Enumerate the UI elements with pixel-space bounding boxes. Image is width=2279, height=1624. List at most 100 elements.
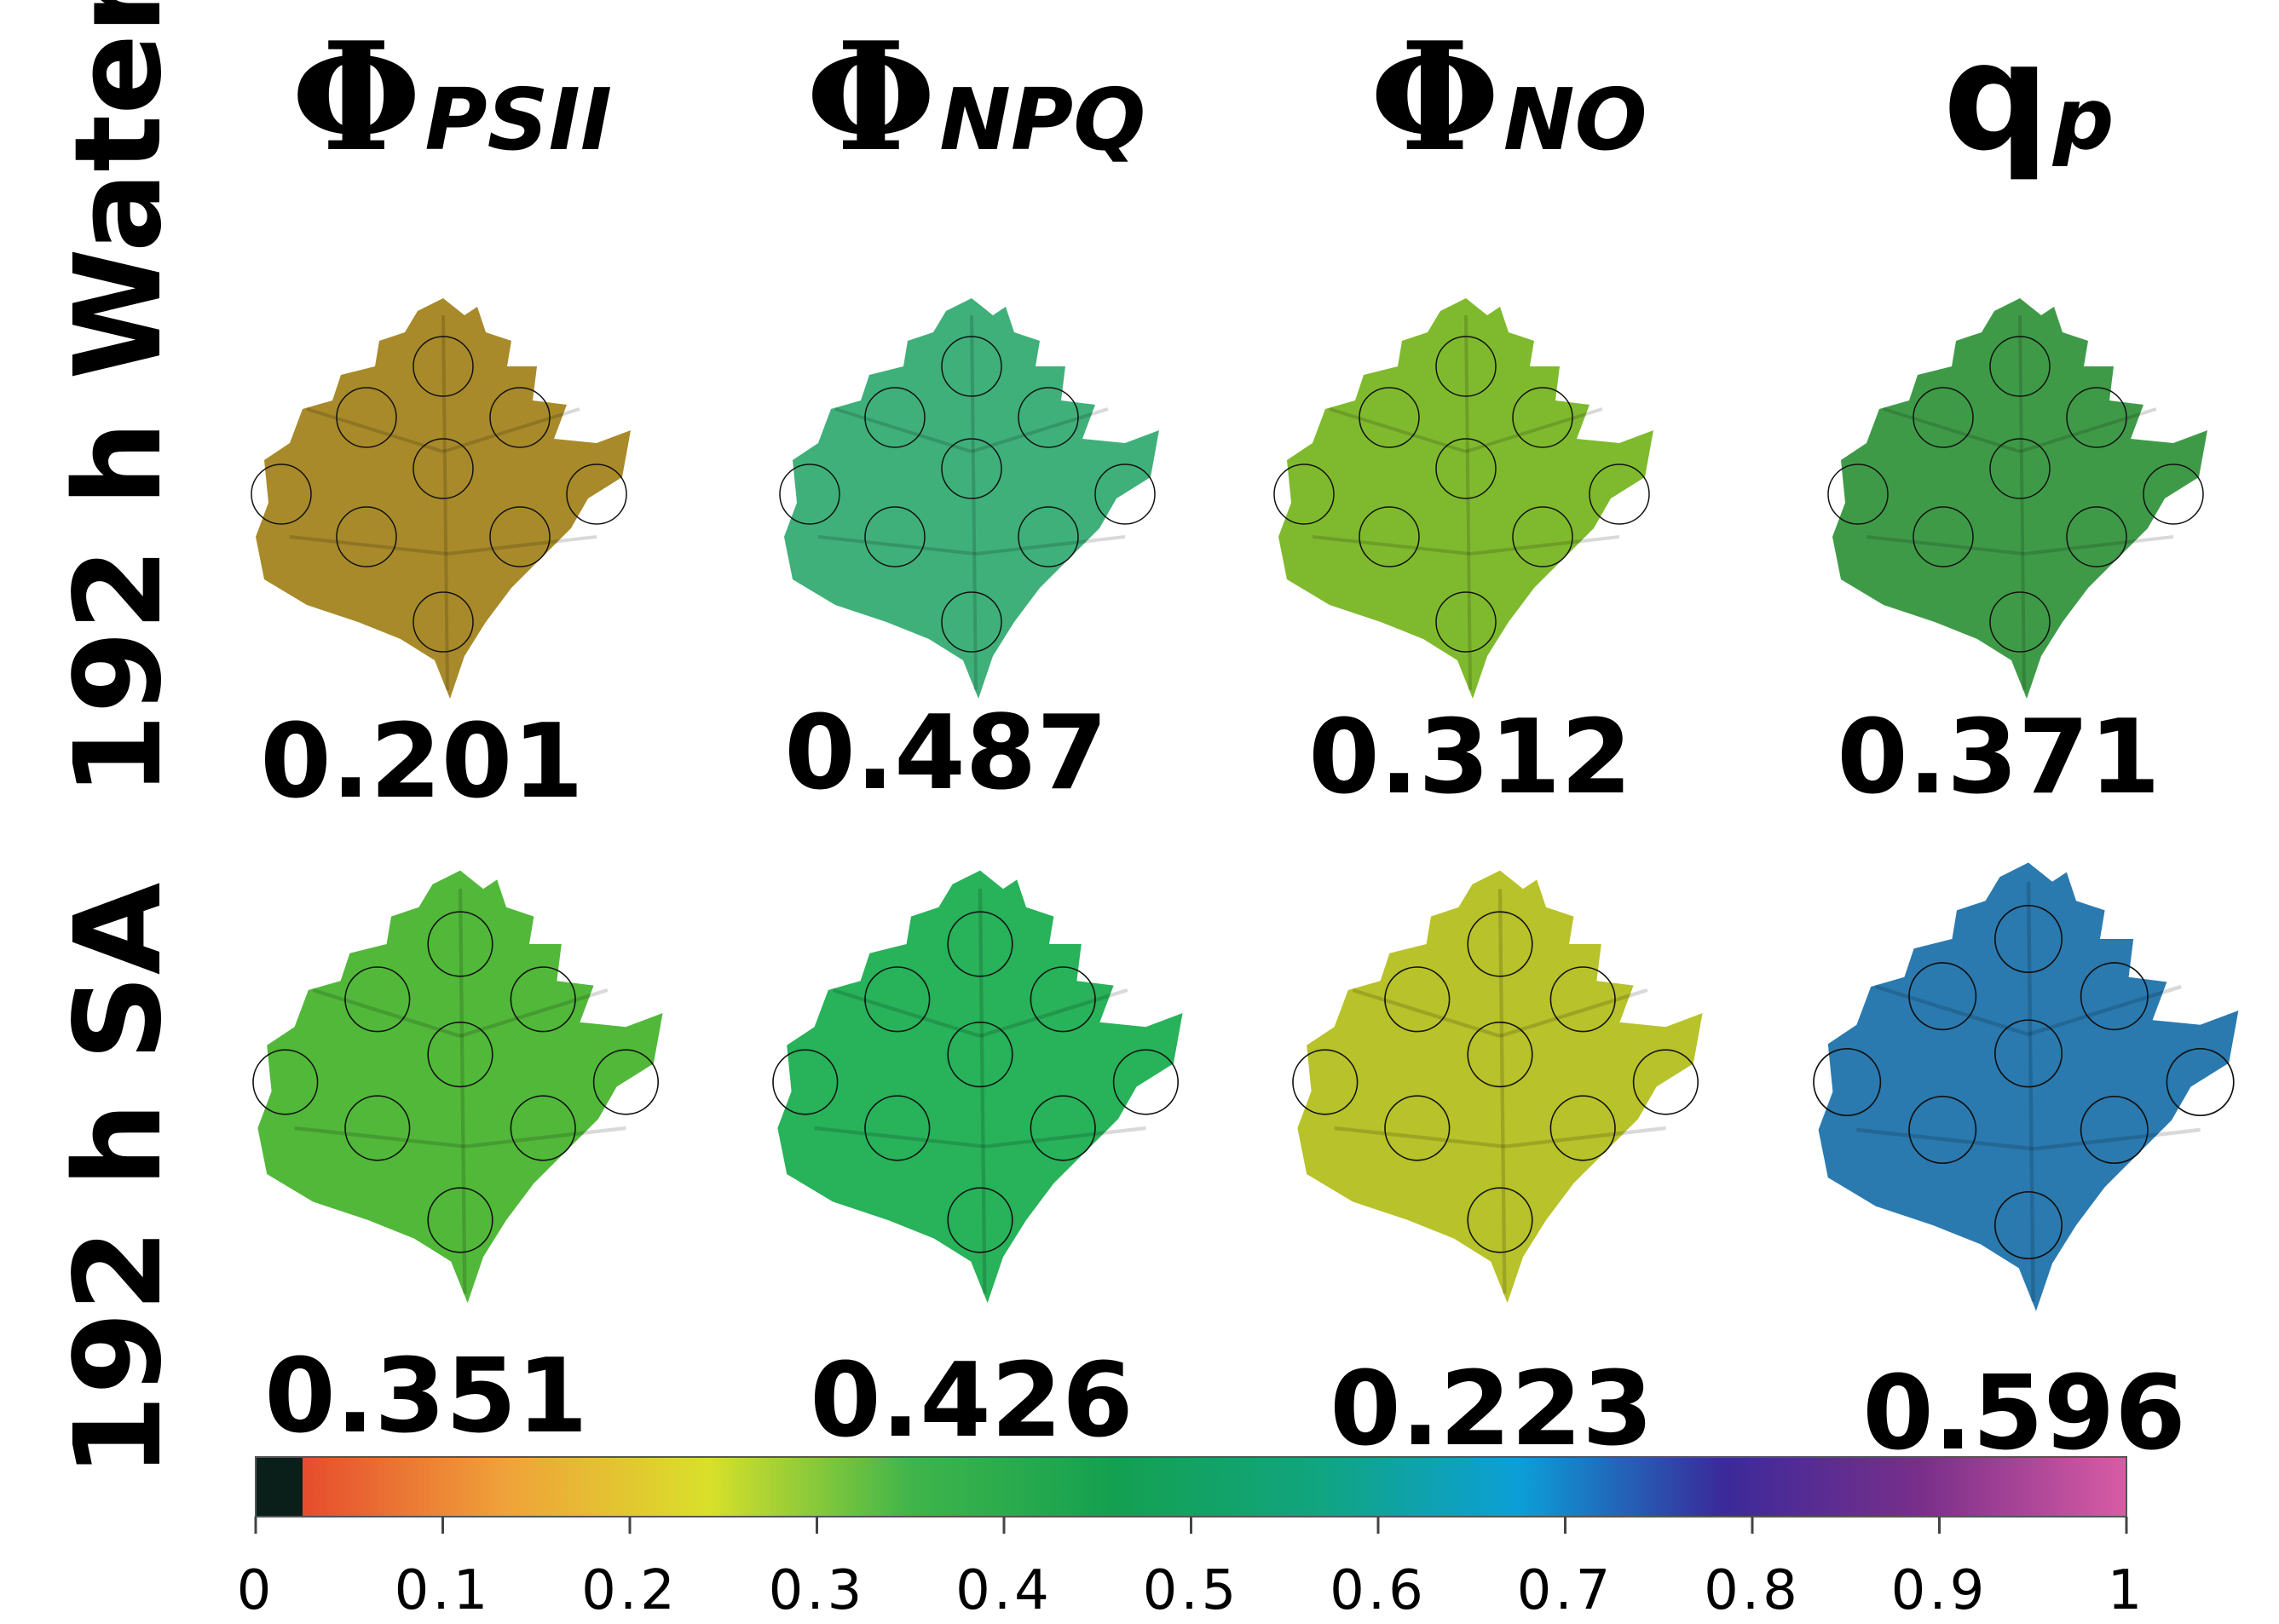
colorbar-tick-label: 0.4 (955, 1559, 1053, 1622)
leaf-vein (984, 1126, 1146, 1149)
leaf-vein (1334, 1126, 1505, 1149)
measurement-circle (1993, 1019, 2063, 1088)
leaf-vein (1469, 535, 1620, 556)
leaf-vein (442, 407, 580, 453)
colorbar-tick-label: 0.1 (394, 1559, 492, 1622)
measurement-circle (252, 1049, 319, 1115)
leaf-vein (312, 988, 461, 1039)
value-sa-no: 0.223 (1330, 1350, 1653, 1469)
leaf-vein (832, 988, 981, 1039)
measurement-circle (427, 911, 493, 977)
measurement-circle (1993, 1190, 2063, 1260)
measurement-circle (336, 387, 397, 448)
measurement-circle (1384, 1095, 1451, 1161)
leaf-vein (1866, 535, 2025, 556)
colorbar-tick-label: 0.2 (581, 1559, 678, 1622)
measurement-circle (1292, 1049, 1359, 1115)
leaf-vein (970, 314, 978, 691)
measurement-circle (1018, 506, 1079, 567)
measurement-circle (1908, 1095, 1977, 1165)
leaf-image-water-psii (251, 298, 631, 699)
leaf-vein (1464, 314, 1472, 691)
measurement-circle (1273, 464, 1335, 525)
measurement-circle (772, 1049, 839, 1115)
measurement-circle (1467, 1021, 1533, 1088)
row-label-water: 192 h Water (49, 0, 188, 797)
measurement-circle (344, 966, 411, 1033)
leaf-vein (306, 407, 444, 453)
measurement-circle (941, 591, 1002, 653)
measurement-circle (1549, 966, 1616, 1033)
leaf-vein (1504, 1126, 1666, 1149)
leaf-vein (1465, 407, 1603, 453)
measurement-circle (1512, 506, 1573, 567)
measurement-circle (1030, 966, 1096, 1033)
leaf-vein (2033, 1127, 2201, 1151)
measurement-circle (1989, 438, 2051, 499)
value-water-npq: 0.487 (784, 694, 1108, 813)
measurement-circle (2066, 506, 2127, 567)
leaf-vein (441, 314, 449, 691)
measurement-circle (1632, 1049, 1699, 1115)
measurement-circle (1989, 591, 2051, 653)
leaf-image-water-qp (1827, 298, 2207, 699)
measurement-circle (489, 506, 551, 567)
leaf-vein (1329, 407, 1467, 453)
measurement-circle (864, 506, 926, 567)
leaf-vein (289, 535, 448, 556)
leaf-vein (464, 1126, 626, 1149)
leaf-vein (1875, 984, 2029, 1037)
measurement-circle (1913, 387, 1974, 448)
column-header-qp: q p (1832, 17, 2224, 187)
measurement-circle (592, 1049, 660, 1115)
measurement-circle (1913, 506, 1974, 567)
colorbar-tick-label: 0.5 (1142, 1559, 1240, 1622)
measurement-circle (941, 336, 1002, 397)
leaf-vein (817, 535, 977, 556)
leaf-vein (458, 889, 467, 1294)
measurement-circle (779, 464, 840, 525)
measurement-circle (1993, 904, 2063, 974)
colorbar-tick-label: 0.7 (1516, 1559, 1614, 1622)
value-sa-npq: 0.426 (810, 1342, 1134, 1460)
measurement-circle (413, 591, 474, 653)
measurement-circle (864, 966, 931, 1033)
measurement-circle (1018, 387, 1079, 448)
measurement-circle (344, 1095, 411, 1161)
p-subscript: p (2052, 69, 2115, 169)
measurement-circle (510, 1095, 576, 1161)
measurement-circle (1359, 506, 1420, 567)
measurement-circle (566, 464, 627, 525)
colorbar: 0 0.1 0.2 0.3 0.4 0.5 0.6 0.7 0.8 0.9 1 (0, 1448, 2279, 1624)
measurement-circle (1435, 591, 1497, 653)
measurement-circle (413, 336, 474, 397)
leaf-vein (2018, 314, 2026, 691)
no-subscript: NO (1503, 70, 1647, 170)
leaf-vein (1856, 1127, 2034, 1151)
colorbar-tick-label: 0.8 (1704, 1559, 1801, 1622)
measurement-circle (2143, 464, 2204, 525)
colorbar-tick-label: 0.3 (768, 1559, 866, 1622)
leaf-vein (1883, 407, 2021, 453)
leaf-vein (2026, 881, 2035, 1302)
measurement-circle (864, 387, 926, 448)
measurement-circle (1435, 438, 1497, 499)
measurement-circle (1112, 1049, 1180, 1115)
column-header-phi-no: Φ NO (1313, 17, 1705, 187)
leaf-vein (979, 988, 1128, 1039)
leaf-image-sa-no (1292, 870, 1703, 1304)
leaf-vein (2019, 407, 2157, 453)
leaf-vein (1312, 535, 1471, 556)
phi-symbol: Φ (805, 10, 937, 185)
leaf-vein (447, 535, 597, 556)
measurement-circle (1512, 387, 1573, 448)
measurement-circle (947, 1187, 1013, 1253)
leaf-vein (2023, 535, 2174, 556)
leaf-image-sa-qp (1813, 862, 2239, 1311)
value-sa-psii: 0.351 (264, 1338, 588, 1456)
measurement-circle (1359, 387, 1420, 448)
leaf-image-water-no (1273, 298, 1653, 699)
column-header-phi-npq: Φ NPQ (771, 17, 1180, 187)
measurement-circle (489, 387, 551, 448)
leaf-vein (814, 1126, 985, 1149)
